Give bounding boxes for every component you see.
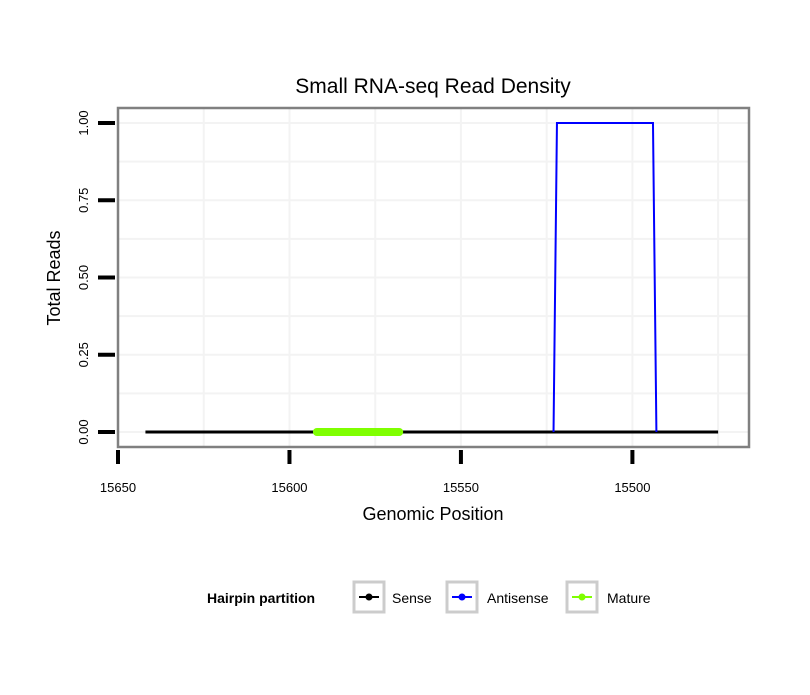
legend-key-point <box>578 593 586 601</box>
y-tick-label: 0.75 <box>76 188 91 213</box>
x-tick-label: 15550 <box>443 480 479 495</box>
x-axis: 15650 15600 15550 15500 <box>100 450 650 495</box>
grid <box>118 108 749 447</box>
y-tick-label: 0.50 <box>76 265 91 290</box>
legend-key-point <box>365 593 373 601</box>
legend-label: Mature <box>607 590 651 606</box>
y-axis: 0.00 0.25 0.50 0.75 1.00 <box>76 110 115 445</box>
legend-item-antisense: Antisense <box>445 580 549 614</box>
legend-label: Sense <box>392 590 432 606</box>
y-tick-label: 0.25 <box>76 342 91 367</box>
y-tick-label: 1.00 <box>76 110 91 135</box>
x-tick-label: 15500 <box>614 480 650 495</box>
x-tick-label: 15600 <box>271 480 307 495</box>
x-tick-label: 15650 <box>100 480 136 495</box>
legend: Hairpin partition Sense Antisense Mature <box>207 580 651 614</box>
legend-title: Hairpin partition <box>207 590 315 606</box>
legend-key <box>565 580 599 614</box>
plot-panel-border <box>116 106 751 449</box>
legend-label: Antisense <box>487 590 549 606</box>
y-axis-label: Total Reads <box>44 230 64 325</box>
x-axis-label: Genomic Position <box>362 504 503 524</box>
series-line-antisense <box>552 121 658 433</box>
legend-key-point <box>458 593 466 601</box>
chart-title: Small RNA-seq Read Density <box>295 75 571 98</box>
legend-item-mature: Mature <box>565 580 651 614</box>
series-marks <box>145 121 719 437</box>
legend-item-sense: Sense <box>352 580 432 614</box>
y-tick-label: 0.00 <box>76 419 91 444</box>
